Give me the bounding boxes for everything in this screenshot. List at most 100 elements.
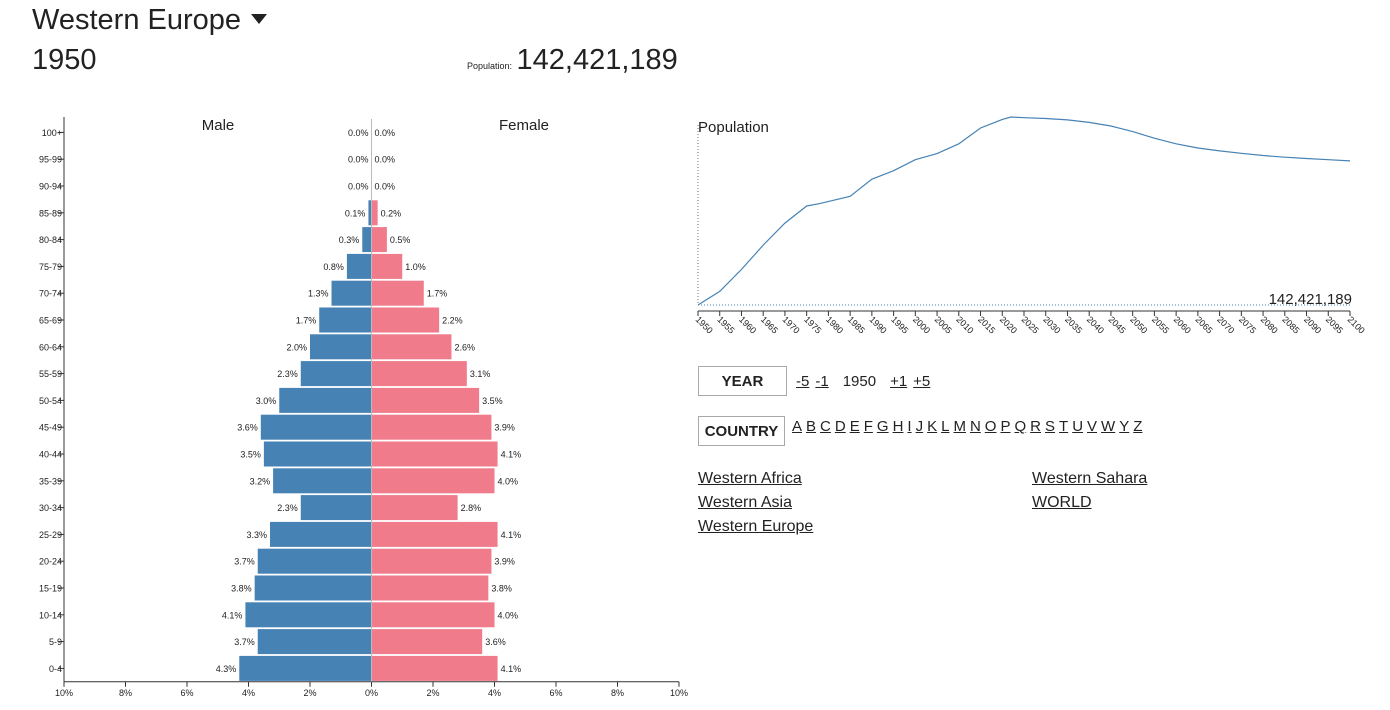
letter-link-g[interactable]: G	[876, 418, 889, 435]
letter-link-n[interactable]: N	[969, 418, 981, 435]
country-button[interactable]: COUNTRY	[698, 416, 785, 446]
age-tick-label: 95-99	[39, 155, 62, 165]
female-value-label: 2.2%	[442, 316, 463, 326]
male-value-label: 3.2%	[250, 476, 271, 486]
female-bar-0-4	[371, 655, 498, 681]
year-tick-label: 1965	[759, 314, 780, 335]
year-minus-1-link[interactable]: -1	[815, 372, 829, 390]
male-value-label: 2.0%	[286, 342, 307, 352]
female-value-label: 0.0%	[375, 182, 396, 192]
pct-tick-label: 8%	[611, 688, 624, 698]
letter-link-w[interactable]: W	[1101, 418, 1116, 435]
pct-tick-label: 2%	[303, 688, 316, 698]
letter-link-b[interactable]: B	[806, 418, 817, 435]
country-link-western-sahara[interactable]: Western Sahara	[1032, 470, 1148, 487]
male-bar-80-84	[362, 227, 372, 253]
pyramid-axes: 100+ 95-99 90-94 85-89 80-84 75-79 70-74 65-69 6…	[39, 117, 688, 698]
line-chart-grid	[697, 125, 1350, 306]
letter-link-p[interactable]: P	[1000, 418, 1011, 435]
age-tick-label: 25-29	[39, 530, 62, 540]
letter-link-z[interactable]: Z	[1133, 418, 1143, 435]
male-value-label: 3.8%	[231, 584, 252, 594]
year-axis: 1950 1955 1960 1965 1970 1975 1980 1985 1990 1995…	[694, 310, 1367, 336]
female-bar-55-59	[371, 361, 467, 387]
year-minus-5-link[interactable]: -5	[796, 372, 810, 390]
age-tick-label: 50-54	[39, 396, 62, 406]
female-value-label: 4.0%	[498, 610, 519, 620]
male-value-label: 0.3%	[339, 235, 360, 245]
country-link-western-africa[interactable]: Western Africa	[698, 470, 802, 487]
letter-link-k[interactable]: K	[927, 418, 938, 435]
year-tick-label: 2100	[1346, 314, 1367, 335]
letter-link-o[interactable]: O	[984, 418, 997, 435]
female-bar-45-49	[371, 414, 492, 440]
region-selector[interactable]: Western Europe	[32, 2, 268, 38]
male-value-label: 3.0%	[256, 396, 277, 406]
population-display: Population: 142,421,189	[467, 42, 678, 84]
year-tick-label: 2065	[1193, 314, 1214, 335]
year-tick-label: 2015	[976, 314, 997, 335]
year-tick-label: 2010	[954, 314, 975, 335]
letter-link-i[interactable]: I	[907, 418, 912, 435]
letter-link-l[interactable]: L	[941, 418, 950, 435]
letter-link-u[interactable]: U	[1072, 418, 1084, 435]
year-tick-label: 2070	[1215, 314, 1236, 335]
country-link-western-asia[interactable]: Western Asia	[698, 494, 792, 511]
letter-link-t[interactable]: T	[1059, 418, 1069, 435]
age-tick-label: 30-34	[39, 503, 62, 513]
age-tick-label: 20-24	[39, 557, 62, 567]
male-bar-25-29	[270, 521, 372, 547]
male-bar-85-89	[368, 200, 372, 226]
female-bar-15-19	[371, 575, 489, 601]
pct-tick-label: 4%	[242, 688, 255, 698]
female-value-label: 3.9%	[494, 557, 515, 567]
country-link-western-europe[interactable]: Western Europe	[698, 518, 814, 535]
female-bar-65-69	[371, 307, 440, 333]
letter-link-j[interactable]: J	[915, 418, 924, 435]
letter-link-s[interactable]: S	[1045, 418, 1056, 435]
male-bar-75-79	[346, 253, 372, 279]
letter-link-f[interactable]: F	[863, 418, 873, 435]
age-tick-label: 45-49	[39, 423, 62, 433]
letter-link-c[interactable]: C	[820, 418, 831, 435]
year-tick-label: 2000	[911, 314, 932, 335]
year-tick-label: 2040	[1085, 314, 1106, 335]
letter-link-a[interactable]: A	[792, 418, 803, 435]
letter-link-y[interactable]: Y	[1119, 418, 1130, 435]
male-bar-10-14	[245, 602, 372, 628]
female-bar-60-64	[371, 334, 452, 360]
year-tick-label: 1990	[867, 314, 888, 335]
current-population-value: 142,421,189	[1269, 291, 1352, 308]
letter-link-e[interactable]: E	[849, 418, 860, 435]
male-bar-45-49	[260, 414, 372, 440]
female-bar-30-34	[371, 495, 458, 521]
country-list-column-2: Western Sahara WORLD	[1032, 468, 1147, 516]
population-label: Population:	[467, 61, 513, 71]
female-value-label: 3.8%	[491, 584, 512, 594]
letter-link-v[interactable]: V	[1087, 418, 1098, 435]
year-tick-label: 1985	[846, 314, 867, 335]
male-bar-35-39	[273, 468, 372, 494]
male-bar-50-54	[279, 387, 372, 413]
country-link-world[interactable]: WORLD	[1032, 494, 1092, 511]
female-value-label: 0.0%	[375, 128, 396, 138]
year-tick-label: 1960	[737, 314, 758, 335]
male-value-label: 3.7%	[234, 557, 255, 567]
female-bar-50-54	[371, 387, 480, 413]
year-tick-label: 2025	[1020, 314, 1041, 335]
female-value-label: 2.6%	[454, 342, 475, 352]
letter-link-h[interactable]: H	[892, 418, 904, 435]
letter-link-q[interactable]: Q	[1014, 418, 1027, 435]
year-plus-1-link[interactable]: +1	[890, 372, 908, 390]
letter-link-r[interactable]: R	[1030, 418, 1041, 435]
female-bar-40-44	[371, 441, 498, 467]
year-button[interactable]: YEAR	[698, 366, 787, 396]
year-plus-5-link[interactable]: +5	[913, 372, 931, 390]
letter-link-d[interactable]: D	[834, 418, 846, 435]
country-controls: COUNTRY A B C D E F G H I J K L M N O P …	[698, 416, 1146, 446]
female-value-label: 3.1%	[470, 369, 491, 379]
age-tick-label: 10-14	[39, 610, 62, 620]
male-bar-20-24	[257, 548, 372, 574]
male-value-label: 0.0%	[348, 182, 369, 192]
letter-link-m[interactable]: M	[953, 418, 966, 435]
